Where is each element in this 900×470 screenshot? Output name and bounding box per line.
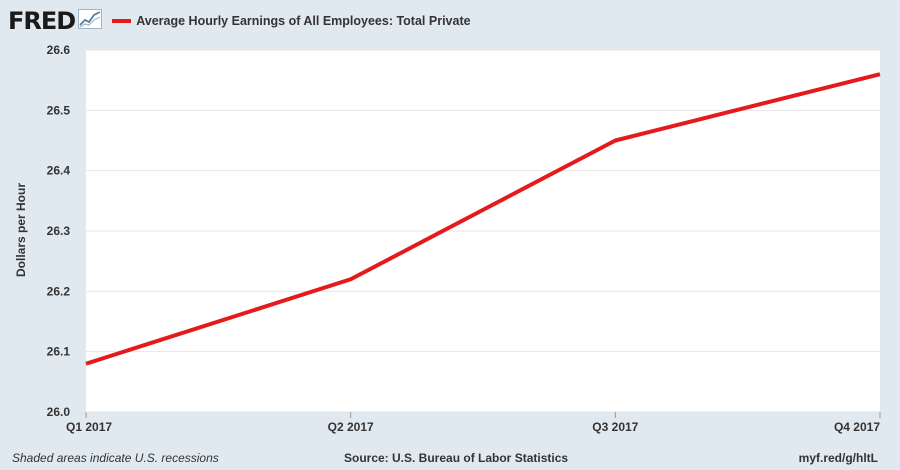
series-group bbox=[80, 68, 886, 370]
data-point[interactable] bbox=[345, 273, 357, 285]
y-tick-label: 26.0 bbox=[47, 405, 71, 419]
x-tick-label: Q3 2017 bbox=[592, 420, 638, 434]
data-point[interactable] bbox=[609, 135, 621, 147]
legend[interactable]: Average Hourly Earnings of All Employees… bbox=[112, 14, 471, 28]
y-tick-label: 26.4 bbox=[47, 164, 71, 178]
series-line[interactable] bbox=[85, 72, 881, 366]
y-tick-label: 26.2 bbox=[47, 284, 71, 298]
x-tick-label: Q2 2017 bbox=[328, 420, 374, 434]
recession-note: Shaded areas indicate U.S. recessions bbox=[12, 451, 219, 465]
legend-swatch bbox=[112, 19, 132, 23]
y-tick-labels: 26.0 26.1 26.2 26.3 26.4 26.5 26.6 bbox=[47, 43, 71, 419]
data-point[interactable] bbox=[80, 358, 92, 370]
data-point[interactable] bbox=[874, 68, 886, 80]
y-tick-label: 26.6 bbox=[47, 43, 71, 57]
grid-lines bbox=[85, 49, 881, 418]
y-tick-label: 26.1 bbox=[47, 345, 71, 359]
short-link[interactable]: myf.red/g/hltL bbox=[798, 451, 878, 465]
y-tick-label: 26.3 bbox=[47, 224, 71, 238]
legend-label: Average Hourly Earnings of All Employees… bbox=[136, 14, 471, 28]
chart-header: FRED Average Hourly Earnings of All Empl… bbox=[8, 6, 471, 36]
x-tick-label: Q4 2017 bbox=[834, 420, 880, 434]
fred-logo[interactable]: FRED bbox=[8, 7, 76, 35]
source-text: Source: U.S. Bureau of Labor Statistics bbox=[344, 451, 569, 465]
x-tick-labels: Q1 2017 Q2 2017 Q3 2017 Q4 2017 bbox=[66, 420, 880, 434]
line-graph-icon bbox=[78, 8, 103, 34]
x-tick-label: Q1 2017 bbox=[66, 420, 112, 434]
y-tick-label: 26.5 bbox=[47, 103, 71, 117]
